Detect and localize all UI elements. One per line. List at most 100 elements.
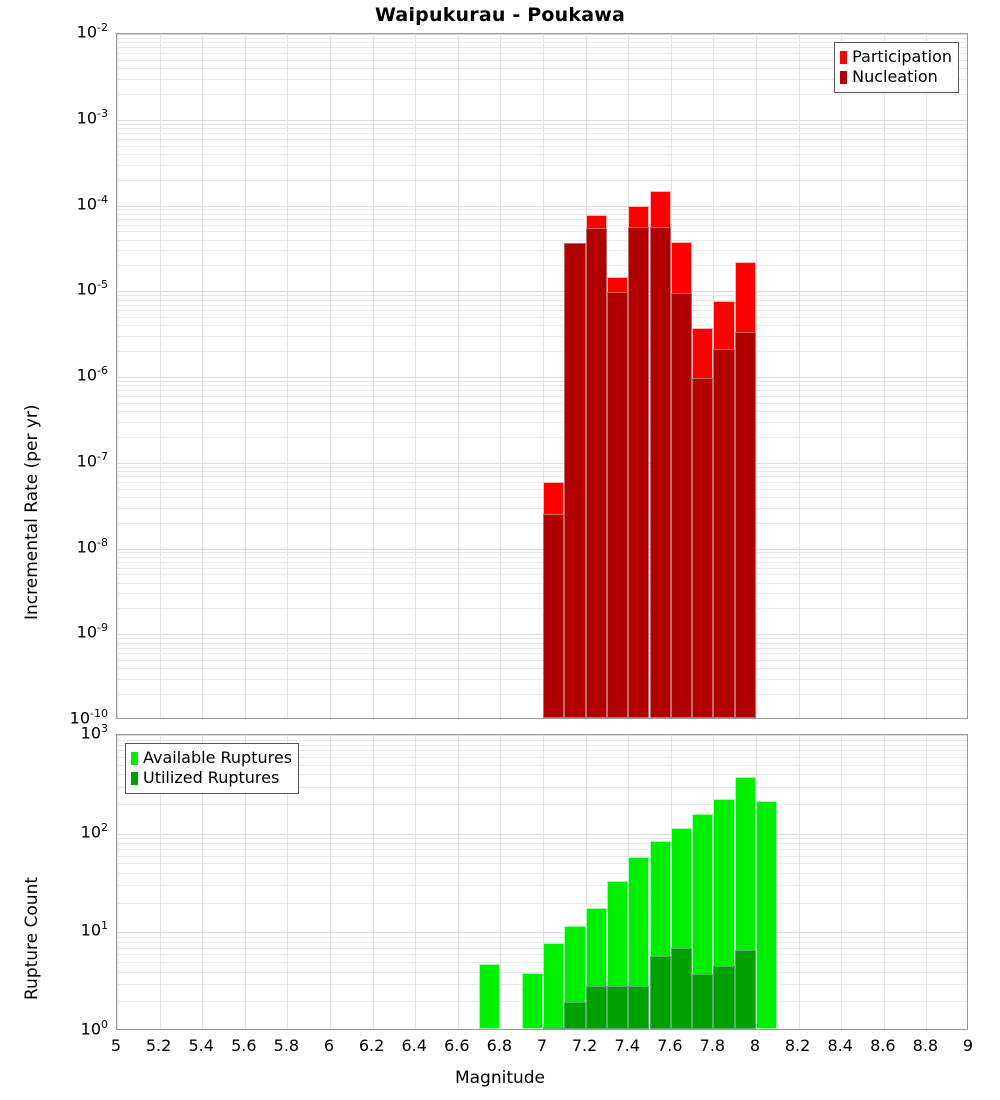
bar-segment-inner	[606, 291, 629, 718]
bar	[564, 34, 586, 718]
legend-label-participation: Participation	[852, 47, 952, 66]
top-y-axis-title: Incremental Rate (per yr)	[22, 404, 42, 620]
x-axis-tick-label: 6	[323, 1036, 335, 1055]
bar	[649, 34, 671, 718]
bar-segment-inner	[692, 378, 714, 718]
y-axis-tick-label: 100	[80, 1018, 108, 1039]
bar-segment-inner	[628, 986, 650, 1029]
legend-label-nucleation: Nucleation	[852, 67, 938, 86]
legend-item-available-ruptures[interactable]: Available Ruptures	[131, 748, 292, 768]
bar	[521, 735, 543, 1029]
bar-segment-inner	[670, 293, 693, 718]
x-axis-tick-label: 7.8	[699, 1036, 726, 1055]
top-bars	[117, 34, 967, 718]
x-axis-title: Magnitude	[454, 1068, 546, 1088]
bar	[649, 735, 671, 1029]
bar-segment-inner	[628, 227, 650, 718]
bar	[564, 735, 586, 1029]
bar	[543, 735, 565, 1029]
x-axis-tick-label: 7.4	[614, 1036, 640, 1055]
bar-segment-inner	[585, 986, 607, 1029]
legend-rates[interactable]: Participation Nucleation	[834, 42, 959, 93]
y-axis-tick-label: 10-7	[76, 449, 108, 471]
legend-label-available-ruptures: Available Ruptures	[143, 748, 293, 767]
bar-segment-inner	[585, 227, 607, 718]
bar	[628, 34, 650, 718]
page-title: Waipukurau - Poukawa	[374, 4, 626, 26]
bar-segment-outer	[756, 800, 778, 1029]
x-axis-tick-label: 6.2	[358, 1036, 385, 1055]
y-axis-tick-label: 10-10	[69, 707, 108, 728]
bar	[692, 735, 714, 1029]
x-axis-tick-label: 5.8	[273, 1036, 300, 1055]
utilized-ruptures-swatch-icon	[131, 771, 138, 785]
bar-segment-inner	[543, 513, 565, 718]
bar-segment-inner	[564, 1001, 586, 1029]
bar	[606, 735, 629, 1029]
bar-segment-inner	[692, 974, 714, 1029]
y-axis-tick-label: 10-6	[76, 364, 108, 385]
bar-segment-inner	[713, 965, 735, 1029]
x-axis-tick-label: 5.4	[188, 1036, 214, 1055]
bar	[713, 735, 735, 1029]
bar	[606, 34, 629, 718]
x-axis-tick-label: 6.6	[444, 1036, 470, 1055]
bar-segment-inner	[734, 950, 756, 1029]
x-axis-tick-label: 6.4	[401, 1036, 427, 1055]
x-axis-tick-label: 8.8	[912, 1036, 939, 1055]
bar	[585, 34, 607, 718]
available-ruptures-swatch-icon	[131, 751, 138, 765]
bar-segment-inner	[670, 948, 693, 1029]
bar-segment-inner	[606, 986, 629, 1029]
x-axis-tick-label: 8.4	[827, 1036, 853, 1055]
bar	[713, 34, 735, 718]
legend-item-nucleation[interactable]: Nucleation	[840, 67, 952, 87]
x-axis-tick-label: 8.6	[870, 1036, 896, 1055]
bar	[670, 735, 693, 1029]
x-axis-tick-label: 7	[536, 1036, 548, 1055]
x-axis-tick-label: 8.2	[784, 1036, 811, 1055]
y-axis-tick-label: 10-8	[76, 535, 108, 556]
bar	[479, 735, 501, 1029]
bottom-bars	[117, 735, 967, 1029]
y-axis-tick-label: 10-3	[76, 106, 108, 128]
x-axis-tick-label: 5.6	[231, 1036, 257, 1055]
x-axis-tick-label: 5.2	[145, 1036, 172, 1055]
bar	[585, 735, 607, 1029]
nucleation-swatch-icon	[840, 70, 848, 84]
bar	[670, 34, 693, 718]
legend-item-utilized-ruptures[interactable]: Utilized Ruptures	[131, 768, 292, 788]
x-axis-tick-label: 6.8	[486, 1036, 513, 1055]
incremental-rate-plot: Participation Nucleation	[116, 33, 968, 719]
bar-segment-inner	[564, 242, 586, 718]
y-axis-tick-label: 101	[80, 919, 108, 940]
bar	[734, 34, 756, 718]
x-axis-tick-label: 5	[110, 1036, 122, 1055]
y-axis-tick-label: 10-4	[76, 192, 108, 213]
bar-segment-inner	[713, 349, 735, 718]
bar-segment-inner	[543, 1026, 565, 1029]
bar-segment-inner	[734, 331, 756, 718]
bar-segment-outer	[479, 963, 501, 1029]
bar-segment-outer	[543, 943, 565, 1029]
legend-item-participation[interactable]: Participation	[840, 47, 952, 67]
y-axis-tick-label: 10-9	[76, 621, 108, 642]
x-axis-tick-label: 8	[749, 1036, 761, 1055]
bar	[734, 735, 756, 1029]
bottom-y-axis-title: Rupture Count	[22, 876, 42, 1000]
rupture-count-plot: Available Ruptures Utilized Ruptures	[116, 734, 968, 1030]
y-axis-tick-label: 10-5	[76, 278, 108, 299]
y-axis-tick-label: 10-2	[76, 21, 108, 42]
y-axis-tick-label: 102	[80, 820, 108, 841]
x-axis-tick-label: 9	[962, 1036, 974, 1055]
bar-segment-inner	[649, 227, 671, 718]
bar	[756, 735, 778, 1029]
x-axis-tick-label: 7.2	[571, 1036, 598, 1055]
y-axis-tick-label: 103	[80, 722, 108, 743]
participation-swatch-icon	[840, 50, 848, 64]
bar	[543, 34, 565, 718]
bar	[628, 735, 650, 1029]
bar	[692, 34, 714, 718]
legend-ruptures[interactable]: Available Ruptures Utilized Ruptures	[125, 743, 300, 794]
